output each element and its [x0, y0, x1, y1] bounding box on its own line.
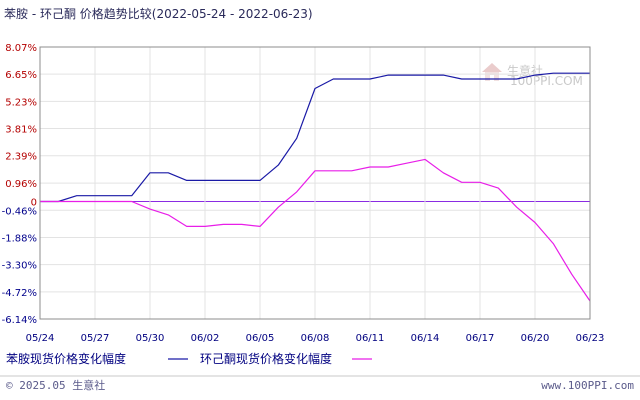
y-tick-label: -4.72%	[2, 288, 37, 299]
y-tick-label: -6.14%	[2, 315, 37, 326]
y-tick-label: 5.23%	[5, 97, 37, 108]
legend-label-series1: 苯胺现货价格变化幅度	[6, 351, 126, 366]
y-axis-ticks: 8.07% 6.65% 5.23% 3.81% 2.39% 0.96% 0-0.46% -1.…	[2, 43, 37, 326]
series-line-2	[40, 158, 591, 302]
house-logo-icon	[482, 63, 502, 81]
y-tick-label: 0.96%	[5, 179, 37, 190]
x-tick-label: 05/30	[136, 333, 165, 344]
y-tick-label: 0	[31, 197, 37, 208]
y-tick-label: 3.81%	[5, 125, 37, 136]
x-tick-label: 06/14	[411, 333, 440, 344]
plot-border	[39, 46, 591, 320]
series-line-1	[40, 72, 590, 203]
y-tick-label: 2.39%	[5, 152, 37, 163]
legend-label-series2: 环己酮现货价格变化幅度	[200, 351, 332, 366]
chart-title: 苯胺 - 环己酮 价格趋势比较(2022-05-24 - 2022-06-23)	[4, 6, 313, 21]
x-tick-label: 06/11	[356, 333, 385, 344]
x-tick-label: 06/17	[466, 333, 495, 344]
x-tick-label: 05/27	[81, 333, 110, 344]
x-tick-label: 06/20	[521, 333, 550, 344]
grid	[39, 46, 591, 320]
x-tick-label: 06/23	[576, 333, 605, 344]
x-axis-ticks: 05/24 05/27 05/30 06/02 06/05 06/08 06/11 06/14…	[26, 333, 605, 344]
y-tick-label: 8.07%	[5, 43, 37, 54]
x-tick-label: 05/24	[26, 333, 55, 344]
x-tick-label: 06/05	[246, 333, 275, 344]
y-tick-label: -3.30%	[2, 261, 37, 272]
legend: 苯胺现货价格变化幅度 环己酮现货价格变化幅度	[6, 351, 372, 366]
x-tick-label: 06/02	[191, 333, 220, 344]
y-tick-label: -0.46%	[2, 206, 37, 217]
series-lines	[40, 72, 591, 302]
y-tick-label: -1.88%	[2, 233, 37, 244]
x-tick-label: 06/08	[301, 333, 330, 344]
y-tick-label: 6.65%	[5, 70, 37, 81]
footer-url: www.100PPI.com	[541, 379, 634, 392]
footer-copyright: © 2025.05 生意社	[6, 378, 105, 392]
watermark-url: 100PPI.COM	[510, 74, 583, 88]
